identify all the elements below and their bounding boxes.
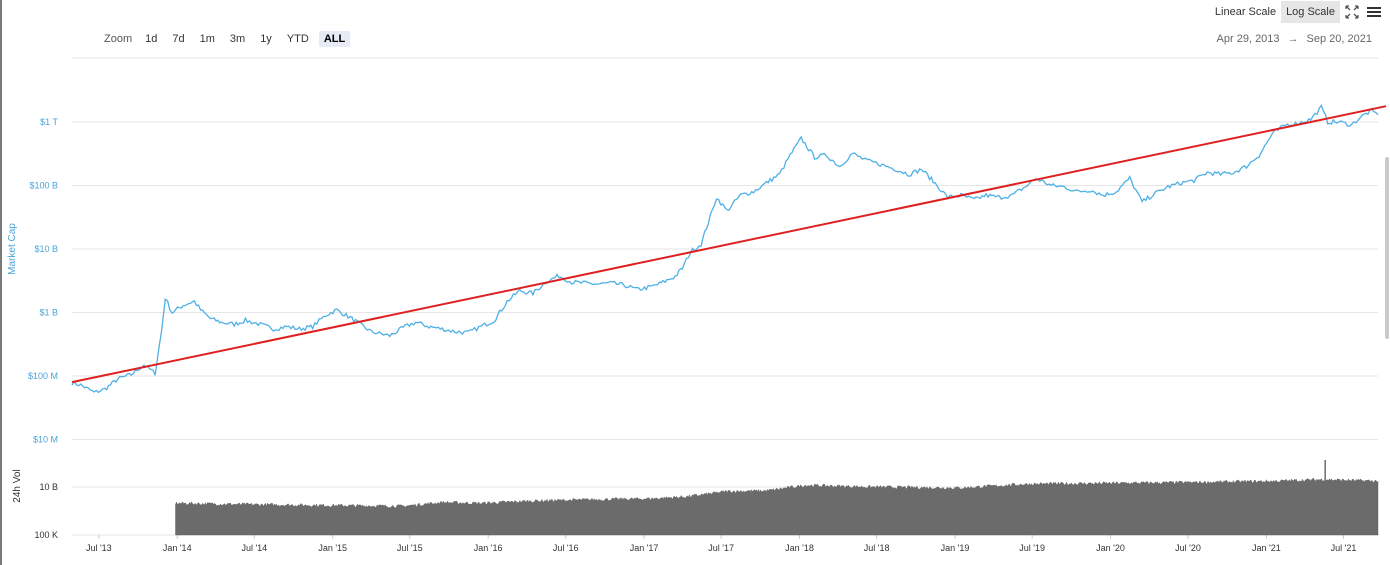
- y-tick-label: $1 T: [40, 117, 58, 127]
- log-scale-button[interactable]: Log Scale: [1281, 1, 1340, 23]
- vol-axis-title: 24h Vol: [12, 469, 23, 502]
- fullscreen-icon[interactable]: [1342, 2, 1362, 22]
- zoom-toolbar: Zoom 1d 7d 1m 3m 1y YTD ALL: [104, 30, 355, 48]
- left-window-edge: [0, 0, 2, 565]
- zoom-all-button[interactable]: ALL: [318, 31, 351, 47]
- y-tick-label: $100 M: [28, 371, 58, 381]
- market-cap-line: [71, 104, 1379, 394]
- zoom-1m-button[interactable]: 1m: [199, 33, 215, 45]
- x-tick-label: Jan '21: [1252, 543, 1281, 553]
- range-separator: →: [1287, 33, 1299, 45]
- volume-bars: [175, 478, 1379, 536]
- zoom-7d-button[interactable]: 7d: [172, 33, 185, 45]
- x-tick-label: Jul '16: [553, 543, 579, 553]
- x-tick-label: Jul '21: [1331, 543, 1357, 553]
- x-tick-label: Jan '16: [474, 543, 503, 553]
- range-to[interactable]: Sep 20, 2021: [1306, 33, 1372, 45]
- scrollbar-thumb[interactable]: [1385, 157, 1389, 339]
- x-tick-label: Jan '18: [785, 543, 814, 553]
- x-tick-label: Jul '20: [1175, 543, 1201, 553]
- y-tick-label: $10 B: [34, 244, 58, 254]
- linear-scale-button[interactable]: Linear Scale: [1214, 6, 1277, 18]
- zoom-3m-button[interactable]: 3m: [229, 33, 246, 45]
- vol-tick-label: 10 B: [39, 482, 58, 492]
- date-range: Apr 29, 2013 → Sep 20, 2021: [1217, 33, 1372, 45]
- x-tick-label: Jan '19: [941, 543, 970, 553]
- y-tick-label: $1 B: [39, 308, 58, 318]
- scale-toolbar: Linear Scale Log Scale: [1210, 0, 1384, 24]
- x-tick-label: Jan '20: [1096, 543, 1125, 553]
- x-tick-label: Jul '13: [86, 543, 112, 553]
- zoom-1y-button[interactable]: 1y: [260, 33, 272, 45]
- price-layer: [71, 104, 1379, 394]
- trend-layer: [71, 105, 1387, 384]
- grid-layer: [72, 57, 1378, 539]
- x-tick-label: Jan '17: [630, 543, 659, 553]
- x-tick-label: Jul '15: [397, 543, 423, 553]
- x-tick-label: Jul '18: [864, 543, 890, 553]
- y-tick-label: $100 B: [29, 181, 58, 191]
- volume-layer: [175, 460, 1379, 536]
- y-tick-label: $10 M: [33, 435, 58, 445]
- x-tick-label: Jul '17: [708, 543, 734, 553]
- vol-tick-label: 100 K: [34, 530, 58, 540]
- x-tick-label: Jul '19: [1019, 543, 1045, 553]
- trend-line: [71, 105, 1387, 384]
- x-tick-label: Jan '14: [163, 543, 192, 553]
- zoom-label: Zoom: [104, 33, 133, 45]
- x-tick-label: Jan '15: [318, 543, 347, 553]
- zoom-ytd-button[interactable]: YTD: [286, 33, 309, 45]
- zoom-1d-button[interactable]: 1d: [145, 33, 158, 45]
- y-axis-title: Market Cap: [7, 223, 18, 275]
- range-from[interactable]: Apr 29, 2013: [1216, 33, 1280, 45]
- hamburger-menu-icon[interactable]: [1364, 2, 1384, 22]
- axis-label-layer: $10 M $100 M $1 B $10 B $100 B $1 T Market Cap…: [7, 117, 1356, 553]
- x-tick-label: Jul '14: [241, 543, 267, 553]
